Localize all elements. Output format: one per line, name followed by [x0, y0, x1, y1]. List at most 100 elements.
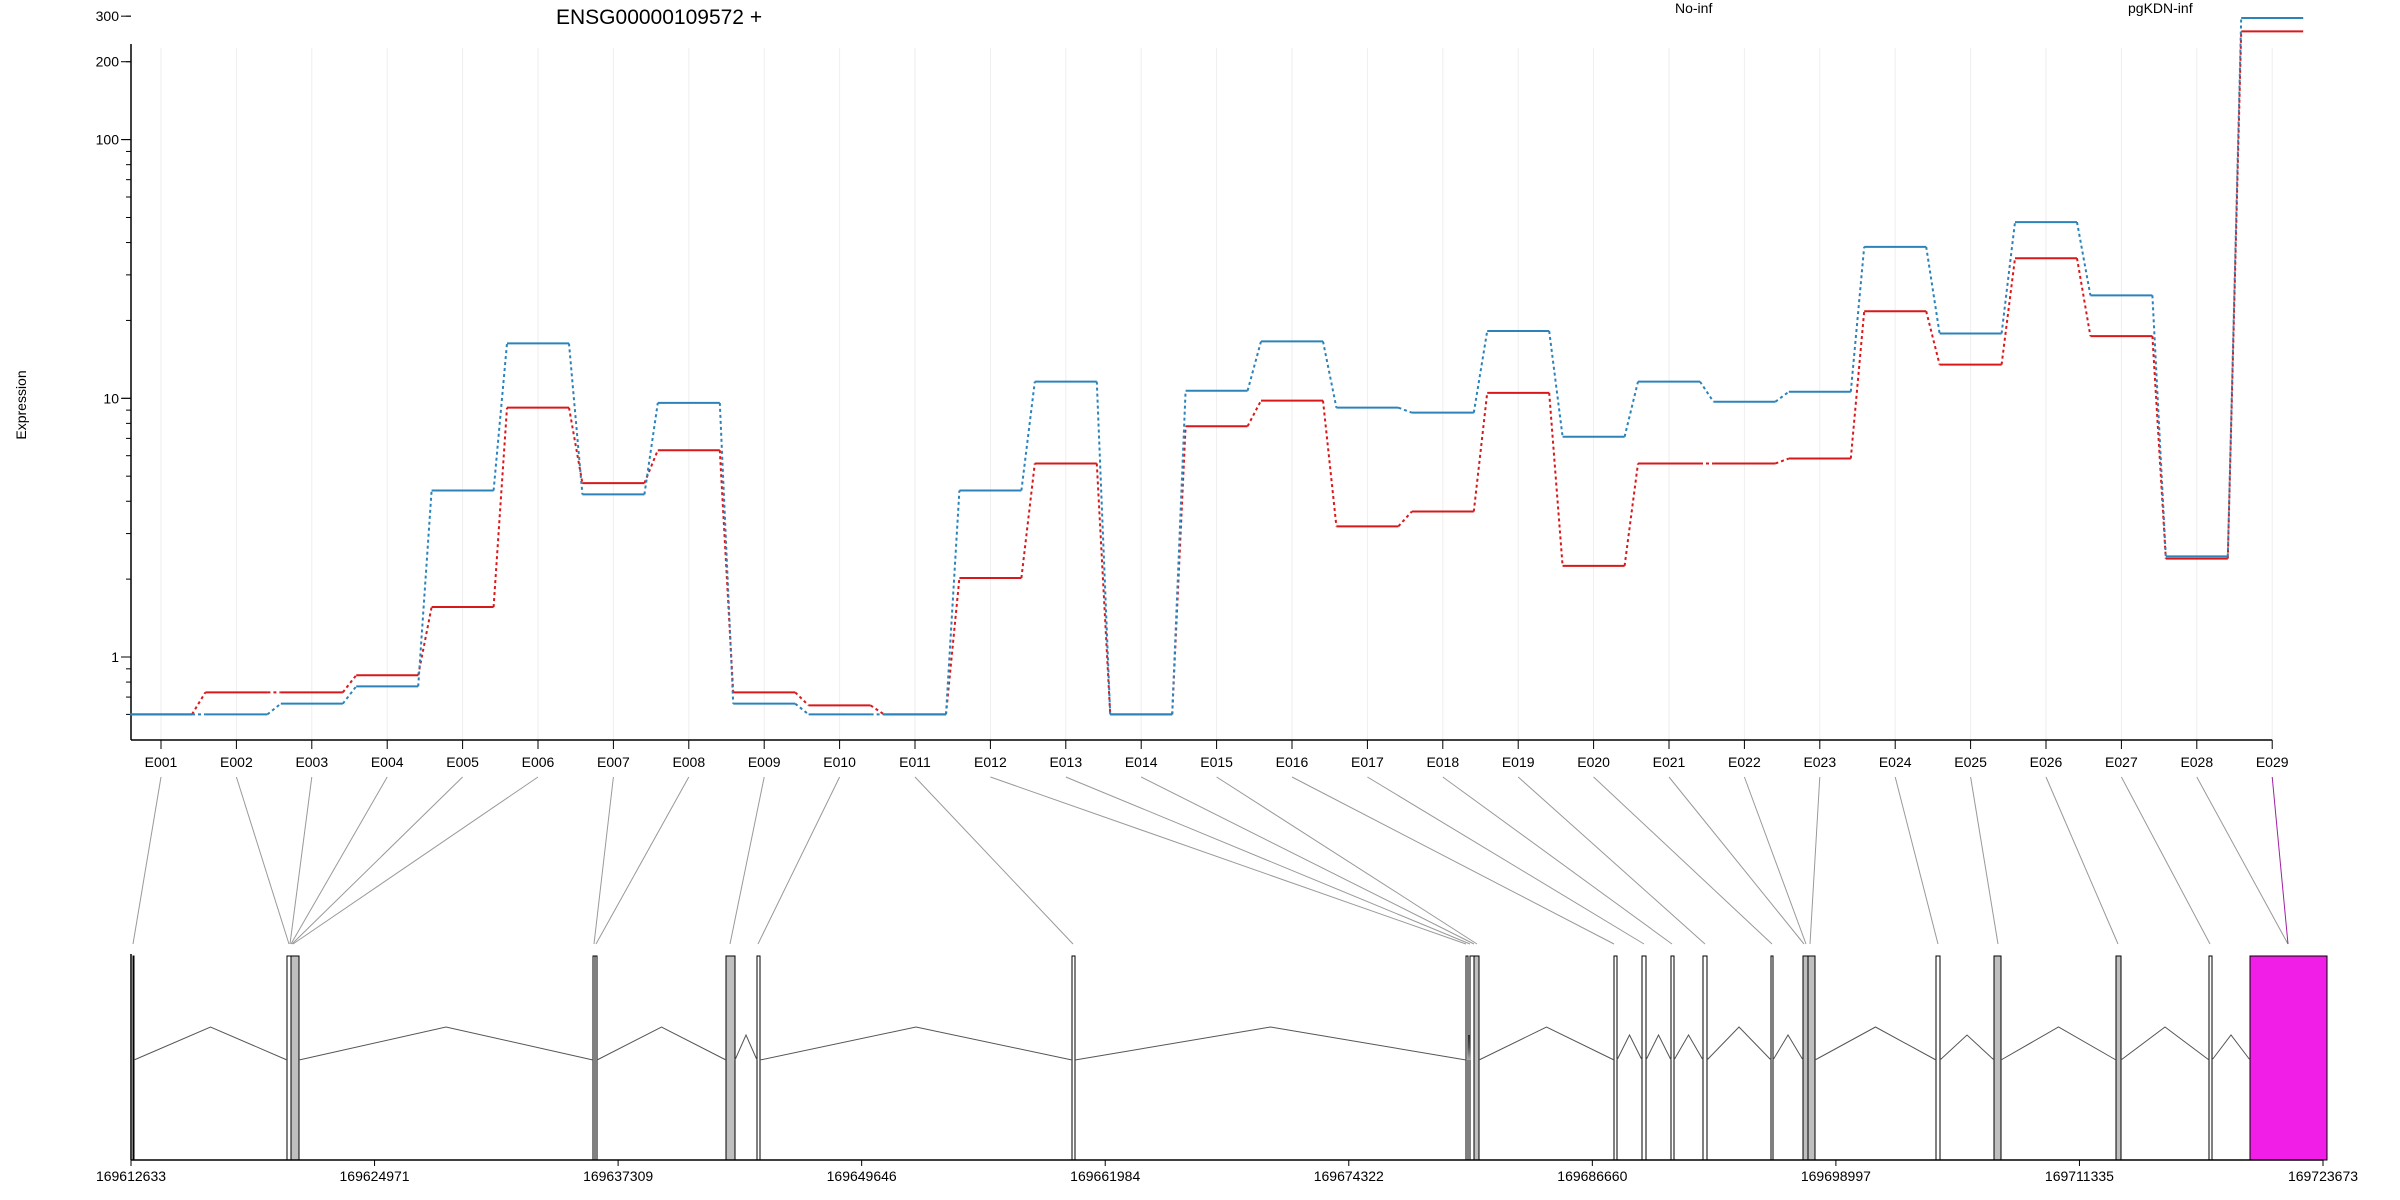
- series-connector: [1472, 392, 1489, 512]
- intron-line: [1673, 1034, 1704, 1061]
- series-connector: [2151, 295, 2167, 557]
- x-tick-label: E024: [1879, 754, 1912, 770]
- series-connector: [1322, 341, 1338, 408]
- genomic-tick-label: 169637309: [583, 1168, 653, 1184]
- x-tick-label: E016: [1276, 754, 1309, 770]
- intron-line: [759, 1026, 1073, 1061]
- exon-connector: [1970, 776, 1999, 945]
- x-tick-label: E003: [295, 754, 328, 770]
- series-connector: [417, 490, 433, 687]
- x-tick-label: E013: [1049, 754, 1082, 770]
- series-connector: [1849, 246, 1866, 392]
- intron-line: [2000, 1026, 2117, 1061]
- series-connector: [342, 674, 357, 693]
- series-connector: [643, 449, 659, 484]
- series-connector: [1246, 400, 1262, 427]
- legend-label-no-inf: No-inf: [1675, 0, 1712, 16]
- y-tick-label: 10: [103, 390, 119, 406]
- exon-block: [2115, 955, 2122, 1161]
- x-tick-label: E002: [220, 754, 253, 770]
- genomic-tick-label: 169698997: [1801, 1168, 1871, 1184]
- exon-block: [1807, 955, 1816, 1161]
- x-tick-label: E007: [597, 754, 630, 770]
- exon-block: [132, 955, 135, 1161]
- exon-connector: [1517, 776, 1706, 945]
- intron-line: [1467, 1034, 1471, 1061]
- series-connector: [568, 407, 584, 484]
- series-connector: [1774, 390, 1790, 403]
- exon-block: [1473, 955, 1480, 1161]
- x-tick-label: E019: [1502, 754, 1535, 770]
- series-lines: [130, 17, 2304, 716]
- series-connector: [492, 343, 508, 491]
- x-tick-label: E006: [522, 754, 555, 770]
- x-tick-label: E009: [748, 754, 781, 770]
- exon-connector: [1593, 776, 1773, 945]
- series-connector: [1398, 406, 1413, 414]
- exon-connector: [2196, 776, 2289, 945]
- series-connector: [643, 402, 659, 495]
- genomic-tick-label: 169674322: [1314, 1168, 1384, 1184]
- exon-block: [1641, 955, 1647, 1161]
- series-connector: [2000, 221, 2016, 334]
- exon-block: [756, 955, 761, 1161]
- exon-connector: [291, 776, 463, 945]
- x-tick-label: E018: [1426, 754, 1459, 770]
- intron-line: [734, 1033, 758, 1061]
- series-connector: [1322, 400, 1338, 527]
- intron-line: [1772, 1034, 1804, 1061]
- series-connector: [945, 490, 961, 715]
- y-axis-label: Expression: [13, 370, 29, 439]
- exon-connector: [235, 776, 290, 945]
- exon-connector: [595, 776, 690, 945]
- series-connector: [1020, 463, 1036, 579]
- series-connector: [2226, 31, 2243, 559]
- legend-label-pgkdn-inf: pgKDN-inf: [2128, 0, 2193, 16]
- series-connector: [191, 691, 207, 715]
- genomic-axis: 169612633 169624971 169637309 169649646 1696…: [96, 954, 2358, 1184]
- exon-connector: [1216, 776, 1478, 945]
- series-connector: [1623, 463, 1639, 567]
- genomic-tick-label: 169723673: [2288, 1168, 2358, 1184]
- exon-connector: [990, 776, 1467, 945]
- intron-line: [1814, 1026, 1937, 1061]
- intron-line: [298, 1026, 594, 1061]
- genomic-tick-label: 169661984: [1070, 1168, 1140, 1184]
- y-tick-label: 300: [96, 8, 120, 24]
- series-connector: [1775, 457, 1790, 465]
- x-tick-label: E028: [2180, 754, 2213, 770]
- x-axis: E001 E002 E003 E004 E005 E006 E007 E008 E009 E010…: [131, 739, 2289, 770]
- exon-block-highlighted: [2249, 955, 2328, 1161]
- series-connector: [1020, 381, 1036, 491]
- series-connector: [2076, 221, 2092, 296]
- intron-line: [1074, 1026, 1467, 1061]
- intron-line: [1645, 1033, 1672, 1061]
- series-connector: [1095, 381, 1112, 715]
- x-tick-label: E022: [1728, 754, 1761, 770]
- x-tick-label: E012: [974, 754, 1007, 770]
- exon-connector: [757, 776, 841, 945]
- intron-line: [1478, 1026, 1615, 1061]
- exon-connector: [729, 776, 765, 945]
- series-connector: [794, 691, 810, 707]
- series-connector: [1246, 341, 1262, 391]
- y-tick-label: 200: [96, 54, 120, 70]
- series-connector: [2076, 258, 2092, 337]
- series-connector: [1548, 392, 1564, 566]
- x-tick-label: E010: [823, 754, 856, 770]
- genomic-tick-label: 169711335: [2045, 1168, 2114, 1184]
- x-tick-label: E004: [371, 754, 404, 770]
- genomic-tick-label: 169612633: [96, 1168, 166, 1184]
- x-tick-label: E025: [1954, 754, 1987, 770]
- exon-connector: [2271, 776, 2289, 945]
- genomic-tick-label: 169624971: [340, 1168, 410, 1184]
- exon-block: [1670, 955, 1675, 1161]
- exon-connector: [1291, 776, 1615, 945]
- intron-line: [1706, 1026, 1772, 1061]
- series-connector: [1623, 381, 1639, 438]
- series-connector: [1699, 381, 1715, 403]
- exon-block: [594, 955, 598, 1161]
- exon-connector: [292, 776, 539, 945]
- series-connector: [2226, 18, 2243, 557]
